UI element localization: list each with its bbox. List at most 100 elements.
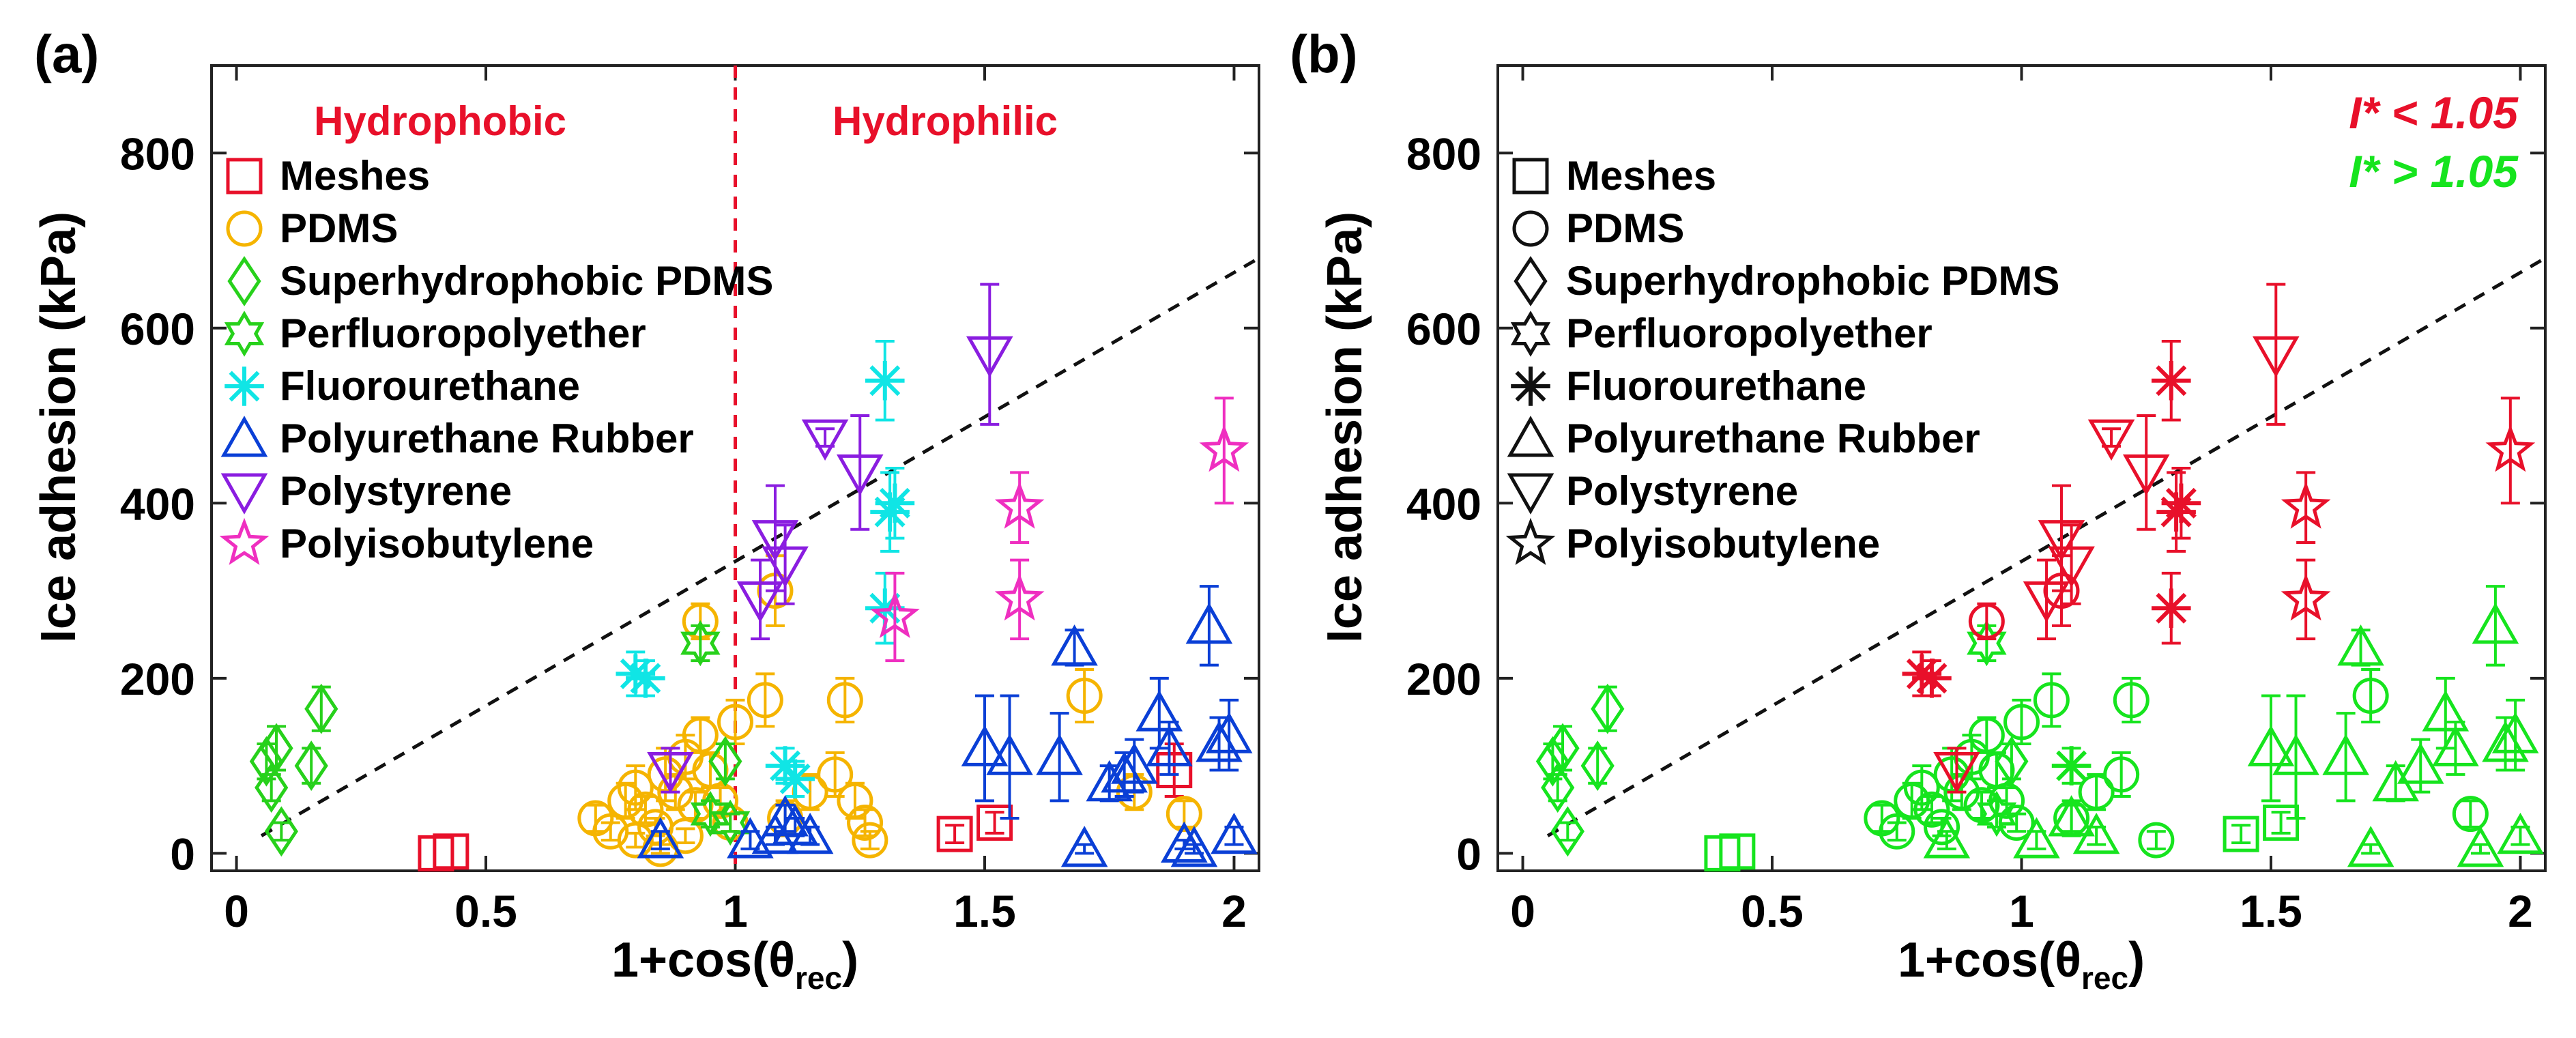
point-star6 <box>690 790 731 837</box>
point-diamond <box>1580 740 1615 791</box>
point-triangle-up <box>2432 725 2479 766</box>
point-triangle-down <box>801 419 849 461</box>
legend-item: Perfluoropolyether <box>1510 311 1933 357</box>
error-bar <box>2461 799 2480 828</box>
point-triangle-up <box>1211 812 1258 854</box>
point-triangle-up <box>986 734 1033 775</box>
y-tick-label: 0 <box>170 828 195 879</box>
error-bar <box>2122 676 2141 723</box>
point-triangle-up <box>2491 712 2539 753</box>
threshold-high-label: I* > 1.05 <box>2349 146 2519 197</box>
point-triangle-up <box>2272 734 2319 775</box>
y-tick-label: 400 <box>120 478 195 529</box>
point-circle <box>2452 796 2489 833</box>
legend-marker-square <box>1512 158 1549 194</box>
error-bar <box>980 283 1000 426</box>
error-bar <box>2506 698 2526 772</box>
point-circle <box>682 717 719 753</box>
threshold-low-label: I* < 1.05 <box>2349 87 2519 138</box>
point-circle <box>1894 782 1930 819</box>
error-bar <box>835 676 855 723</box>
error-bar <box>825 751 845 798</box>
y-tick-label: 600 <box>1406 304 1481 354</box>
error-bar <box>775 523 795 605</box>
legend-item: Superhydrophobic PDMS <box>227 256 773 306</box>
point-circle <box>1879 813 1915 850</box>
point-triangle-up <box>786 812 834 854</box>
legend-label: Polystyrene <box>280 468 512 514</box>
legend-marker-star5 <box>1505 517 1556 565</box>
point-circle <box>607 782 644 819</box>
trend-line <box>260 257 1260 837</box>
error-bar <box>1214 397 1234 505</box>
point-triangle-up <box>1110 743 1158 784</box>
point-triangle-down <box>966 336 1013 378</box>
legend-label: PDMS <box>280 205 398 251</box>
legend-marker-circle <box>1512 210 1549 247</box>
point-triangle-down <box>2252 336 2300 378</box>
point-circle <box>2103 756 2140 793</box>
legend-marker-triangle-up <box>1507 416 1554 457</box>
point-triangle-up <box>2247 725 2295 766</box>
legend-item: Meshes <box>1512 153 1716 199</box>
legend-item: Polyurethane Rubber <box>1507 416 1980 461</box>
error-bar <box>885 571 905 663</box>
point-asterisk <box>1912 659 1952 698</box>
y-tick-label: 600 <box>120 304 195 354</box>
legend-label: Fluorourethane <box>280 363 580 409</box>
point-diamond <box>708 736 742 787</box>
legend-label: PDMS <box>1566 205 1684 251</box>
error-bar <box>2051 554 2071 627</box>
legend-label: Perfluoropolyether <box>280 311 646 356</box>
error-bar <box>2266 283 2286 426</box>
error-bar <box>985 811 1004 835</box>
legend-label: Polystyrene <box>1566 468 1798 514</box>
error-bar <box>1219 698 1239 772</box>
error-bar <box>2231 824 2251 844</box>
error-bar <box>2111 751 2131 798</box>
x-tick-label: 2 <box>1221 886 1247 936</box>
point-asterisk <box>875 483 915 523</box>
point-triangle-up <box>2347 826 2394 867</box>
legend-marker-asterisk <box>225 366 264 406</box>
legend-item: Meshes <box>226 153 430 199</box>
point-triangle-up <box>1161 821 1208 863</box>
x-tick-label: 1 <box>723 886 748 936</box>
error-bar <box>600 821 620 842</box>
hydrophilic-label: Hydrophilic <box>833 98 1058 144</box>
legend-marker-triangle-up <box>220 416 268 457</box>
error-bar <box>2137 414 2156 531</box>
point-triangle-up <box>1135 690 1183 732</box>
legend-item: Perfluoropolyether <box>224 311 646 357</box>
error-bar <box>2296 558 2316 641</box>
point-star5 <box>2281 573 2331 621</box>
point-triangle-up <box>762 795 809 837</box>
legend-label: Perfluoropolyether <box>1566 311 1933 356</box>
error-bar <box>676 827 695 844</box>
error-bar <box>1184 843 1204 855</box>
legend-label: Superhydrophobic PDMS <box>1566 258 2059 304</box>
point-circle <box>1998 804 2035 841</box>
point-triangle-up <box>1923 817 1971 859</box>
error-bar <box>272 821 291 842</box>
panel-a-label: (a) <box>34 24 99 84</box>
error-bar <box>1887 821 1907 842</box>
legend-item: PDMS <box>1512 205 1684 251</box>
legend-item: Superhydrophobic PDMS <box>1514 256 2059 306</box>
point-diamond <box>1546 723 1580 774</box>
y-tick-label: 400 <box>1406 478 1481 529</box>
error-bar <box>2336 712 2356 803</box>
y-tick-label: 200 <box>1406 654 1481 704</box>
point-square <box>936 816 973 852</box>
legend-label: Superhydrophobic PDMS <box>280 258 773 304</box>
y-axis-title: Ice adhesion (kPa) <box>1318 212 1372 643</box>
point-triangle-up <box>2497 812 2544 854</box>
legend-marker-diamond <box>1514 256 1548 306</box>
point-square <box>2263 804 2300 841</box>
y-tick-label: 800 <box>1406 128 1481 179</box>
data-points <box>249 283 1258 871</box>
point-circle <box>1166 796 1202 833</box>
point-diamond <box>1541 762 1575 813</box>
point-triangle-down <box>2122 454 2170 496</box>
legend-item: Fluorourethane <box>225 363 580 409</box>
